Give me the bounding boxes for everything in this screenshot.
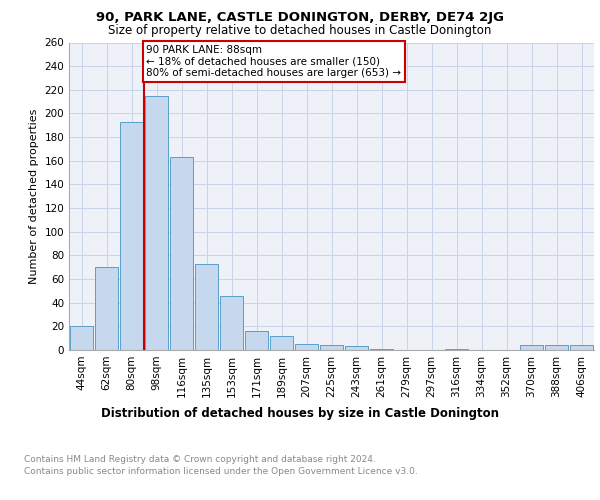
Y-axis label: Number of detached properties: Number of detached properties [29,108,39,284]
Text: Size of property relative to detached houses in Castle Donington: Size of property relative to detached ho… [109,24,491,37]
Bar [95,267,118,350]
Bar [345,346,368,350]
Bar [295,344,318,350]
Bar [120,122,143,350]
Bar [245,331,268,350]
Bar [320,346,343,350]
Bar [195,264,218,350]
Bar [70,326,93,350]
Bar [370,349,393,350]
Bar [545,346,568,350]
Bar [145,96,168,350]
Bar [445,349,468,350]
Bar [220,296,243,350]
Bar [570,346,593,350]
Text: Distribution of detached houses by size in Castle Donington: Distribution of detached houses by size … [101,408,499,420]
Text: 90, PARK LANE, CASTLE DONINGTON, DERBY, DE74 2JG: 90, PARK LANE, CASTLE DONINGTON, DERBY, … [96,11,504,24]
Bar [170,157,193,350]
Bar [270,336,293,350]
Bar [520,346,543,350]
Text: 90 PARK LANE: 88sqm
← 18% of detached houses are smaller (150)
80% of semi-detac: 90 PARK LANE: 88sqm ← 18% of detached ho… [146,45,401,78]
Text: Contains HM Land Registry data © Crown copyright and database right 2024.
Contai: Contains HM Land Registry data © Crown c… [24,455,418,476]
